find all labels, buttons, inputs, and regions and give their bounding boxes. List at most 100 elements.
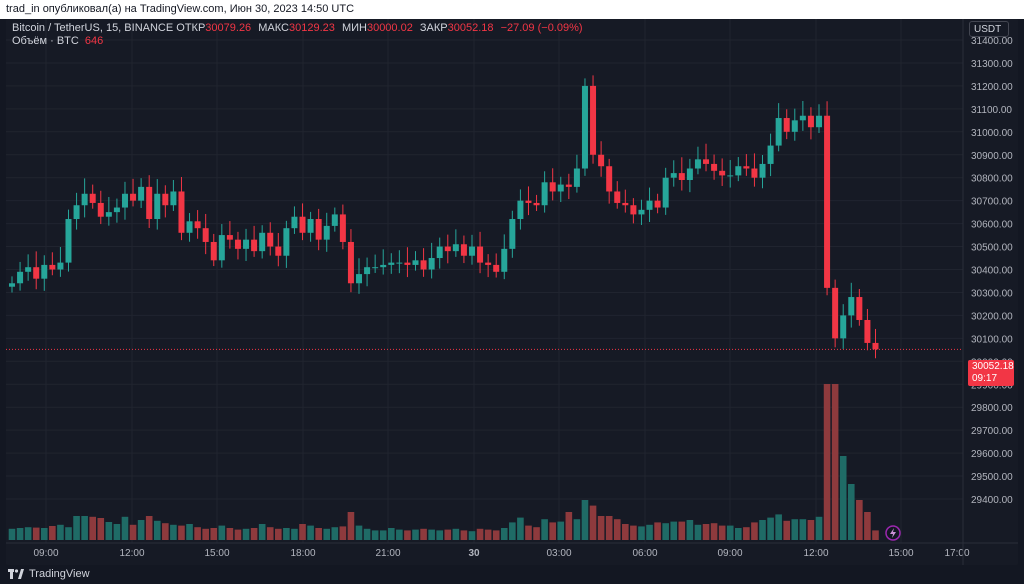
candle-body[interactable] [452,244,459,252]
candle-body[interactable] [347,241,354,284]
candle-body[interactable] [380,264,387,268]
candle-body[interactable] [759,163,766,178]
candle-body[interactable] [727,175,734,177]
candle-body[interactable] [775,118,782,146]
candle-body[interactable] [509,219,516,249]
candle-body[interactable] [339,214,346,242]
candle-body[interactable] [686,168,693,180]
candle-body[interactable] [412,260,419,265]
candle-body[interactable] [549,182,556,192]
candle-body[interactable] [460,244,467,256]
candle-body[interactable] [856,297,863,320]
candle-body[interactable] [364,267,371,275]
candle-body[interactable] [807,115,814,128]
candle-body[interactable] [113,207,120,213]
candle-body[interactable] [186,221,193,233]
candle-body[interactable] [194,221,201,229]
candle-body[interactable] [243,239,250,249]
candle-body[interactable] [178,191,185,233]
candle-body[interactable] [356,274,363,284]
candle-body[interactable] [573,168,580,187]
candle-body[interactable] [719,170,726,176]
chart-panel[interactable]: 31400.00 31300.00 31200.00 31100.00 31000.00… [6,19,1018,565]
candle-body[interactable] [646,200,653,210]
candle-body[interactable] [259,232,266,252]
candle-body[interactable] [130,193,137,201]
candle-body[interactable] [791,120,798,132]
candle-body[interactable] [711,163,718,171]
candle-body[interactable] [799,115,806,121]
candle-body[interactable] [767,145,774,164]
candle-body[interactable] [138,186,145,201]
candle-body[interactable] [57,262,64,270]
candle-body[interactable] [743,166,750,169]
candle-body[interactable] [17,271,24,284]
candle-body[interactable] [832,287,839,339]
candle-body[interactable] [824,115,831,288]
candle-body[interactable] [388,262,395,265]
candlestick-chart[interactable]: 31400.00 31300.00 31200.00 31100.00 31000.00… [6,19,1018,565]
candle-body[interactable] [428,258,435,270]
candle-body[interactable] [622,202,629,206]
candle-body[interactable] [670,173,677,178]
candle-body[interactable] [501,248,508,272]
candle-body[interactable] [638,209,645,215]
candle-body[interactable] [654,200,661,208]
candle-body[interactable] [323,225,330,240]
candle-body[interactable] [493,264,500,272]
candle-body[interactable] [33,267,40,279]
candle-body[interactable] [170,191,177,206]
candle-body[interactable] [73,205,80,220]
candle-body[interactable] [614,191,621,203]
candle-body[interactable] [372,267,379,269]
candle-body[interactable] [9,283,15,287]
candle-body[interactable] [533,202,540,206]
candle-body[interactable] [162,193,169,206]
candle-body[interactable] [525,200,532,203]
symbol-name[interactable]: Bitcoin / TetherUS, 15, BINANCE [12,22,174,34]
candle-body[interactable] [65,219,72,263]
candle-body[interactable] [210,241,217,261]
candle-body[interactable] [396,262,403,264]
candle-body[interactable] [517,200,524,220]
candle-body[interactable] [590,85,597,155]
currency-selector[interactable]: USDT [969,21,1009,37]
candle-body[interactable] [267,232,274,247]
candle-body[interactable] [121,193,128,208]
candle-body[interactable] [444,246,451,252]
candle-body[interactable] [751,168,758,178]
candle-body[interactable] [307,219,314,233]
candle-body[interactable] [783,118,790,132]
candle-body[interactable] [234,239,241,249]
candle-body[interactable] [840,315,847,339]
candle-body[interactable] [154,193,161,220]
candle-body[interactable] [283,228,290,256]
candle-body[interactable] [630,205,637,215]
candle-body[interactable] [25,267,32,272]
candle-body[interactable] [557,184,564,192]
candle-body[interactable] [105,212,112,217]
candle-body[interactable] [864,319,871,343]
candle-body[interactable] [872,342,879,350]
candle-body[interactable] [703,159,710,164]
candle-body[interactable] [275,246,282,256]
volume-label[interactable]: Объём · BTC [12,35,79,47]
candle-body[interactable] [404,262,411,265]
candle-body[interactable] [251,239,258,252]
candle-body[interactable] [735,166,742,176]
candle-body[interactable] [678,173,685,180]
candle-body[interactable] [694,159,701,169]
candle-body[interactable] [291,216,298,229]
candle-body[interactable] [420,260,427,270]
candle-body[interactable] [81,193,88,206]
candle-body[interactable] [485,262,492,265]
candle-body[interactable] [226,235,233,240]
candle-body[interactable] [848,297,855,316]
candle-body[interactable] [598,154,605,167]
candle-body[interactable] [41,264,48,279]
candle-body[interactable] [436,246,443,259]
candle-body[interactable] [97,202,104,217]
candle-body[interactable] [146,186,153,220]
candle-body[interactable] [299,216,306,233]
candle-body[interactable] [315,219,322,240]
